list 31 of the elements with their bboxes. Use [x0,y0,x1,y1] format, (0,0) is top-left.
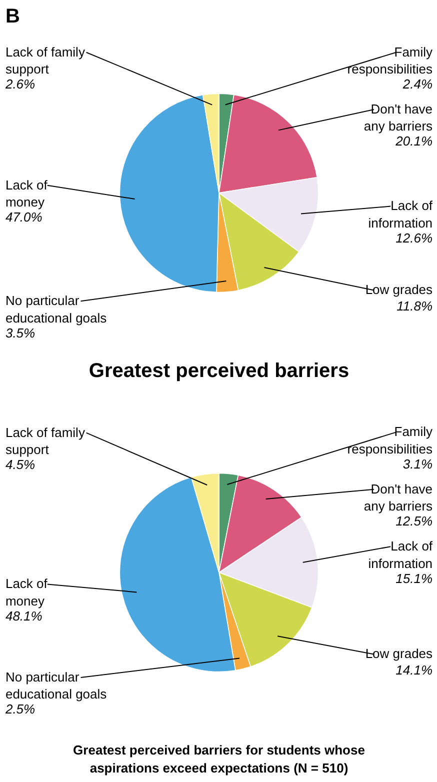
text: Greatest perceived barriers for students whose aspirations exceed expectations (N = 510) [73,742,365,776]
slice-label: Lack of information [368,198,433,230]
slice-label: Lack of money [5,177,48,210]
slice-label: Don't have any barriers [364,481,434,514]
data-label: 3.1% [402,456,433,472]
data-label: 2.4% [402,76,433,92]
slice-label: No particular educational goals [5,293,108,326]
data-label: 2.5% [4,702,36,717]
text: B [5,6,20,28]
data-label: 3.5% [5,325,36,340]
slice-label: Lack of family support [5,44,86,77]
slice-label: Low grades [365,282,434,298]
data-label: 12.6% [396,230,433,246]
data-label: 48.1% [5,608,42,624]
data-label: 15.1% [396,570,433,586]
slice-label: Family responsibilities [347,424,434,456]
slice-label: Lack of information [368,538,433,571]
slice-label: Don't have any barriers [364,101,434,134]
slice-label: Low grades [365,646,434,662]
data-label: 12.5% [396,514,433,529]
data-label: 2.6% [4,76,36,92]
text: Greatest perceived barriers [88,360,350,382]
slice-label: Family responsibilities [347,44,434,77]
data-label: 20.1% [394,134,433,149]
data-label: 47.0% [5,210,42,225]
slice-label: Lack of money [5,576,48,608]
data-label: 11.8% [396,298,433,314]
data-label: 14.1% [396,662,433,678]
slice-label: Lack of family support [5,424,86,458]
slice-label: No particular educational goals [5,669,108,702]
data-label: 4.5% [5,457,36,472]
